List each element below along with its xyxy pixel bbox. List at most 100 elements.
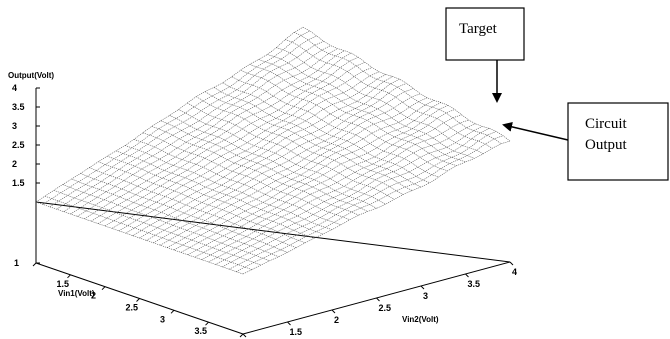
mesh-line-vin2 [98, 161, 306, 244]
vin1-tick-mark [239, 333, 244, 338]
mesh-line-vin1 [229, 131, 497, 270]
vin2-axis-ticks: 11.522.533.54 [242, 261, 517, 338]
mesh-line-vin2 [124, 145, 333, 230]
mesh-line-vin2 [53, 190, 261, 266]
mesh-line-vin2 [249, 64, 457, 166]
mesh-line-vin2 [302, 26, 511, 142]
z-tick-label: 2 [12, 159, 17, 169]
mesh-line-vin2 [240, 69, 448, 172]
mesh-line-vin2 [276, 47, 484, 155]
vin2-axis-label: Vin2(Volt) [402, 315, 439, 324]
vin1-tick-mark [136, 298, 140, 302]
mesh-line-vin2 [80, 173, 288, 253]
mesh-line-vin2 [285, 39, 493, 149]
mesh-line-vin1 [70, 48, 338, 215]
mesh-line-vin2 [231, 76, 439, 178]
target-box [445, 7, 525, 61]
z-tick-label: 3.5 [12, 102, 25, 112]
vin2-tick-label: 2.5 [379, 303, 392, 313]
z-tick-label: 1.5 [12, 178, 25, 188]
mesh-line-vin1 [111, 71, 380, 229]
target-label: Target [459, 21, 498, 37]
mesh-line-vin2 [196, 96, 404, 195]
mesh-line-vin1 [104, 67, 373, 227]
vin2-tick-label: 3.5 [468, 279, 481, 289]
mesh-line-vin2 [89, 167, 297, 248]
mesh-line-vin2 [222, 82, 431, 184]
vin1-tick-mark [101, 286, 106, 291]
mesh-line-vin2 [258, 59, 466, 163]
mesh-line-vin1 [180, 105, 449, 253]
vin2-tick-mark [420, 285, 425, 290]
mesh-line-vin1 [173, 102, 442, 251]
mesh-line-vin2 [116, 150, 324, 235]
mesh-line-vin1 [187, 109, 455, 256]
vin1-tick-label: 3.5 [195, 326, 208, 336]
vin2-tick-label: 1.5 [290, 327, 303, 337]
mesh-line-vin2 [62, 184, 270, 262]
mesh-line-vin2 [293, 32, 502, 144]
vin2-tick-mark [287, 321, 291, 326]
z-tick-label: 3 [12, 121, 17, 131]
circuit-output-label-line2: Output [585, 137, 628, 153]
base-diagonal [35, 201, 511, 263]
mesh-line-vin1 [194, 114, 462, 258]
mesh-line-vin2 [71, 178, 279, 257]
mesh-line-vin1 [215, 126, 483, 265]
mesh-line-vin1 [166, 100, 435, 248]
vin2-tick-mark [509, 261, 514, 266]
mesh-line-vin2 [107, 155, 315, 239]
vin1-tick-label: 1.5 [57, 279, 70, 289]
mesh-line-vin1 [35, 26, 304, 203]
vin1-tick-mark [205, 321, 209, 326]
mesh-line-vin2 [142, 132, 350, 221]
mesh-line-vin1 [222, 128, 490, 268]
z-tick-label: 4 [12, 83, 17, 93]
mesh-line-vin2 [169, 115, 377, 209]
vin2-tick-label: 2 [334, 315, 339, 325]
z-tick-label: 2.5 [12, 140, 25, 150]
mesh-line-vin2 [187, 102, 395, 200]
mesh-line-vin2 [178, 109, 386, 205]
vin1-tick-mark [32, 262, 37, 267]
vin1-tick-label: 2 [91, 291, 96, 301]
circuit-output-label-line1: Circuit [585, 116, 627, 132]
mesh-line-vin1 [56, 41, 324, 210]
mesh-line-vin1 [42, 30, 311, 205]
mesh-line-vin2 [151, 126, 359, 216]
vin1-axis-label: Vin1(Volt) [58, 289, 95, 298]
mesh-line-vin1 [235, 135, 504, 272]
vin1-axis-ticks: 1.522.533.54 [32, 262, 244, 339]
vin2-tick-label: 4 [512, 267, 517, 277]
vin2-tick-mark [465, 273, 469, 278]
mesh-line-vin2 [204, 91, 413, 191]
vin1-tick-label: 2.5 [126, 303, 139, 313]
z-tick-label: 1 [14, 258, 19, 268]
mesh-line-vin1 [91, 56, 359, 222]
mesh-line-vin1 [208, 123, 476, 263]
mesh-line-vin1 [201, 119, 469, 260]
z-axis-label: Output(Volt) [8, 71, 54, 80]
circuit-output-arrow [502, 121, 569, 141]
surface-mesh [35, 26, 511, 275]
vin1-tick-mark [170, 309, 175, 314]
mesh-line-vin1 [242, 140, 511, 275]
mesh-line-vin2 [160, 120, 368, 212]
mesh-line-vin2 [133, 139, 341, 226]
mesh-line-vin2 [35, 201, 244, 275]
z-axis-ticks: 1 1.5 2 2.5 3 3.5 4 [12, 83, 40, 268]
vin2-tick-label: 3 [423, 291, 428, 301]
mesh-line-vin1 [84, 52, 352, 220]
mesh-line-vin2 [267, 54, 475, 159]
vin1-tick-label: 3 [160, 314, 165, 324]
vin1-tick-mark [67, 274, 71, 279]
vin2-tick-mark [242, 333, 247, 338]
vin2-tick-mark [331, 309, 336, 314]
circuit-output-box [567, 102, 669, 181]
mesh-line-vin1 [97, 62, 366, 224]
mesh-line-vin2 [213, 87, 422, 188]
vin2-tick-mark [376, 297, 380, 302]
mesh-line-vin1 [125, 76, 393, 234]
mesh-line-vin2 [44, 195, 252, 270]
